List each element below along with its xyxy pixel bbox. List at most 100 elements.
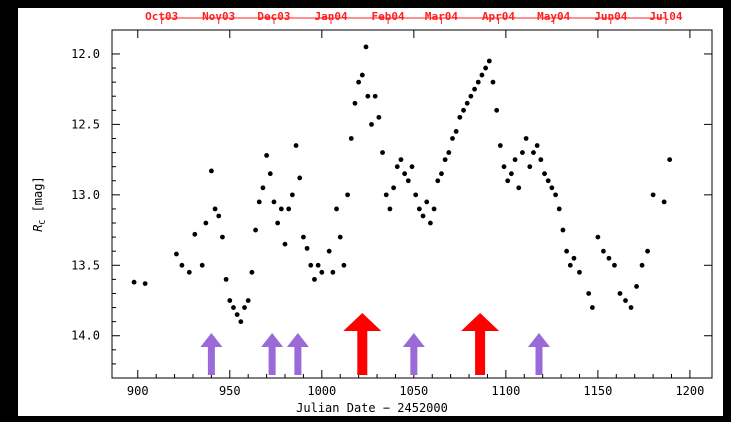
y-axis: 12.0 12.5 13.0 13.5 14.0	[71, 47, 712, 379]
data-point	[278, 206, 284, 212]
data-point	[359, 72, 365, 78]
data-point	[174, 251, 179, 257]
data-point	[234, 312, 240, 317]
month-label-nov03: Nov03	[202, 10, 235, 23]
data-point	[267, 171, 273, 177]
small-purple-arrow	[261, 333, 284, 375]
data-point	[249, 269, 255, 275]
data-point	[589, 305, 595, 310]
small-purple-arrow	[200, 333, 223, 375]
data-point	[531, 150, 536, 155]
data-point	[186, 269, 192, 275]
data-point	[553, 192, 558, 198]
data-point	[208, 168, 214, 174]
data-point	[256, 199, 262, 205]
month-label-may04: May04	[537, 10, 570, 23]
data-point	[319, 269, 325, 275]
data-point	[402, 171, 408, 177]
data-point	[483, 65, 489, 71]
y-tick-label: 13.5	[71, 258, 100, 272]
data-point	[253, 227, 258, 233]
y-axis-label-unit: [mag]	[31, 176, 45, 219]
data-point	[490, 79, 496, 85]
month-label-oct03: Oct03	[145, 10, 178, 23]
data-point	[549, 185, 555, 191]
data-point	[439, 171, 444, 177]
data-point	[601, 248, 606, 254]
data-point	[394, 164, 400, 170]
data-point	[369, 121, 374, 127]
plot-frame	[111, 29, 713, 379]
data-point	[442, 157, 448, 163]
event-arrows	[200, 313, 550, 375]
data-point	[475, 79, 481, 85]
data-point	[231, 305, 236, 310]
data-point	[383, 192, 389, 198]
data-point	[501, 164, 507, 170]
data-point	[450, 136, 455, 141]
data-point	[508, 171, 514, 177]
data-point	[238, 319, 244, 325]
data-point	[275, 220, 281, 226]
y-axis-label: RC [mag]	[31, 176, 47, 231]
data-point	[661, 199, 667, 205]
data-point	[271, 199, 277, 205]
data-point	[326, 248, 332, 254]
top-month-axis: Oct03 Nov03 Dec03 Jan04 Feb04 Mar04 Apr04 May04…	[145, 10, 683, 24]
month-label-mar04: Mar04	[425, 10, 458, 23]
data-point	[453, 129, 459, 134]
data-point	[413, 192, 419, 198]
data-point	[494, 107, 500, 113]
data-point	[203, 220, 209, 226]
data-point	[542, 171, 547, 177]
data-point	[289, 192, 295, 198]
data-point	[560, 227, 566, 233]
plot-panel	[18, 8, 723, 416]
data-point	[595, 234, 601, 240]
data-point	[634, 284, 639, 289]
month-label-apr04: Apr04	[482, 10, 515, 23]
small-purple-arrow	[402, 333, 425, 375]
x-tick-label: 1100	[491, 384, 520, 398]
x-axis: 900 950 1000 1050 1100 1150 1200	[127, 30, 704, 398]
data-point	[297, 175, 303, 181]
data-point	[312, 276, 317, 282]
x-tick-label: 1050	[399, 384, 428, 398]
x-tick-label: 1150	[583, 384, 612, 398]
data-point	[428, 220, 433, 226]
data-point	[348, 136, 354, 141]
data-point	[486, 58, 492, 64]
data-point	[512, 157, 518, 163]
data-point	[628, 305, 634, 310]
data-point	[457, 114, 463, 120]
y-axis-label-main: R	[31, 224, 45, 231]
data-point	[612, 262, 617, 268]
data-point	[142, 281, 148, 287]
data-point	[376, 114, 382, 120]
data-point	[571, 255, 577, 261]
month-label-dec03: Dec03	[257, 10, 290, 23]
x-tick-label: 900	[127, 384, 149, 398]
data-point	[293, 143, 299, 148]
data-point	[216, 213, 222, 219]
data-point	[352, 100, 358, 106]
data-point	[435, 178, 441, 184]
data-point	[416, 206, 422, 212]
data-point	[667, 157, 673, 163]
data-point	[341, 262, 347, 268]
y-tick-label: 12.0	[71, 47, 100, 61]
data-point	[527, 164, 533, 170]
data-point	[380, 150, 385, 155]
x-tick-label: 1200	[675, 384, 704, 398]
data-point	[520, 150, 525, 155]
data-point	[516, 185, 522, 191]
x-tick-label: 1000	[307, 384, 336, 398]
data-point	[330, 269, 336, 275]
data-point	[286, 206, 292, 212]
data-point	[192, 231, 198, 237]
data-points	[131, 44, 673, 325]
data-point	[264, 152, 270, 158]
data-point	[409, 164, 415, 170]
month-label-feb04: Feb04	[372, 10, 405, 23]
